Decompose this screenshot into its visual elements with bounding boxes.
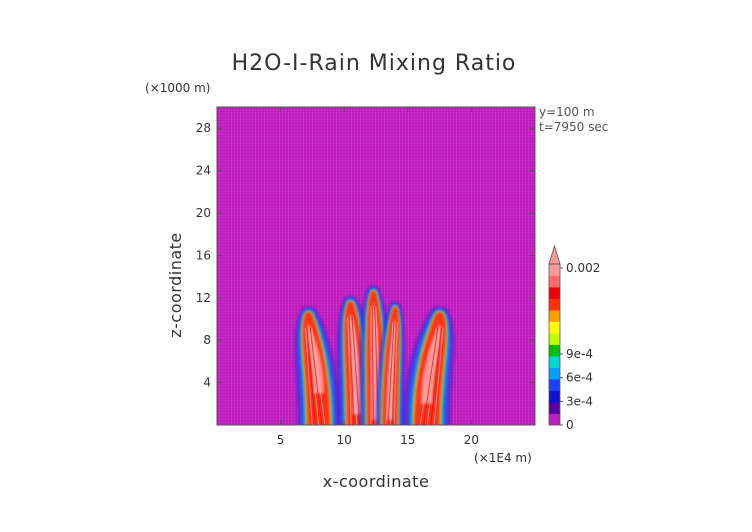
colorbar-swatch xyxy=(549,287,560,299)
x-axis-label: x-coordinate xyxy=(323,472,430,491)
y-axis-unit: (×1000 m) xyxy=(145,81,210,95)
colorbar-swatch xyxy=(549,379,560,391)
y-tick-label: 4 xyxy=(203,376,211,390)
x-axis-unit: (×1E4 m) xyxy=(474,451,532,465)
plume-streak xyxy=(348,317,355,425)
colorbar-swatch xyxy=(549,264,560,276)
plume-streak xyxy=(433,327,444,425)
colorbar-label: 9e-4 xyxy=(566,347,593,361)
plume-streak xyxy=(389,322,396,425)
y-tick-label: 24 xyxy=(196,164,211,178)
colorbar-swatch xyxy=(549,367,560,380)
plume-streak xyxy=(311,327,326,425)
colorbar-swatch xyxy=(549,356,560,368)
plume-streak xyxy=(430,327,442,425)
colorbar-swatch xyxy=(549,321,560,334)
colorbar-swatch xyxy=(549,344,560,357)
plume-streak xyxy=(419,327,437,425)
x-tick-label: 10 xyxy=(337,433,352,447)
axis-ticks: 5 10 15 20 4 8 12 16 20 24 28 xyxy=(196,107,535,447)
colorbar-swatch xyxy=(549,310,560,322)
plume-streak xyxy=(423,327,439,425)
x-tick-label: 15 xyxy=(400,433,415,447)
plume-streak xyxy=(387,322,395,425)
plume-streak xyxy=(308,327,320,425)
cloud-plume xyxy=(294,306,341,425)
colorbar-extend-arrow xyxy=(548,244,561,265)
colorbar-label: 0.002 xyxy=(566,261,600,275)
y-tick-label: 12 xyxy=(196,291,211,305)
plume-streak xyxy=(309,327,323,425)
plume-streak xyxy=(350,317,358,425)
plot-frame xyxy=(216,106,536,426)
plume-streak xyxy=(393,322,398,425)
colorbar-swatch xyxy=(549,413,560,426)
annotation-t: t=7950 sec xyxy=(539,120,608,134)
y-tick-label: 20 xyxy=(196,206,211,220)
y-tick-label: 28 xyxy=(196,121,211,135)
colorbar-label: 6e-4 xyxy=(566,371,593,385)
plume-streak xyxy=(426,327,441,425)
annotation-y: y=100 m xyxy=(539,105,595,119)
x-tick-label: 20 xyxy=(464,433,479,447)
colorbar-swatch xyxy=(549,298,560,311)
y-tick-label: 16 xyxy=(196,248,211,262)
plume-streak xyxy=(391,322,397,425)
chart-title: H2O-I-Rain Mixing Ratio xyxy=(232,51,517,76)
plume-streak xyxy=(385,322,394,425)
colorbar-frame xyxy=(548,263,561,426)
plume-streak xyxy=(347,317,352,425)
plume-core xyxy=(421,323,442,404)
colorbar: 0 3e-4 6e-4 9e-4 0.002 xyxy=(548,244,600,432)
plume-streak xyxy=(306,327,316,425)
cloud-plume xyxy=(375,301,406,425)
cloud-plume xyxy=(402,306,455,425)
x-tick-label: 5 xyxy=(277,433,285,447)
plume-streak xyxy=(371,306,374,425)
colorbar-swatch xyxy=(549,333,560,345)
plume-streak xyxy=(304,327,313,425)
y-axis-label: z-coordinate xyxy=(166,232,185,338)
colorbar-swatch xyxy=(549,390,560,403)
colorbar-label: 0 xyxy=(566,418,574,432)
plume-streak xyxy=(372,306,377,425)
y-tick-label: 8 xyxy=(203,333,211,347)
colorbar-label: 3e-4 xyxy=(566,394,593,408)
plume-streak xyxy=(351,317,361,425)
colorbar-swatch xyxy=(549,275,560,288)
data-field xyxy=(294,285,455,425)
colorbar-swatch xyxy=(549,402,560,414)
